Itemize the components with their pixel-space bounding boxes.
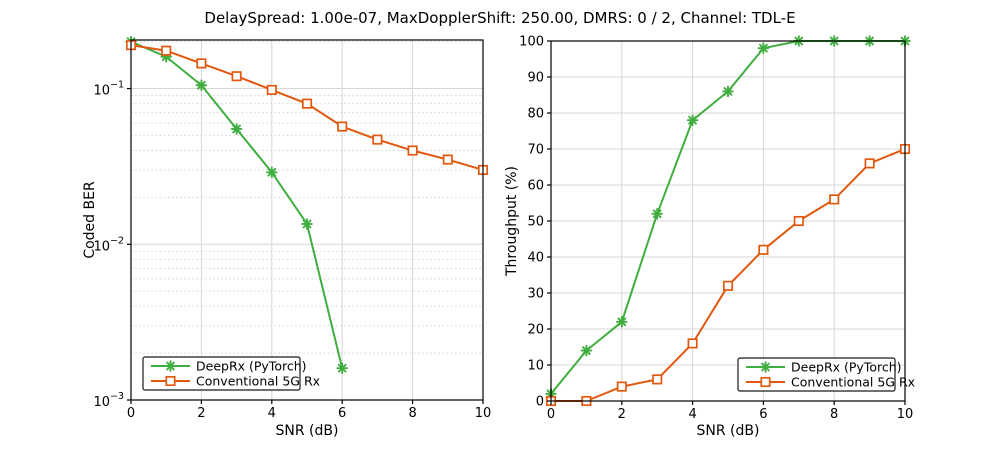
svg-text:4: 4	[268, 406, 276, 421]
svg-text:40: 40	[527, 251, 544, 266]
series-deeprx-pytorch	[125, 35, 348, 374]
svg-text:0: 0	[536, 395, 544, 410]
legend-label: Conventional 5G Rx	[791, 375, 915, 390]
svg-text:8: 8	[408, 406, 416, 421]
axes-frame	[130, 39, 484, 401]
legend: DeepRx (PyTorch)Conventional 5G Rx	[737, 357, 915, 392]
svg-text:6: 6	[338, 406, 346, 421]
series-conventional-5g-rx	[125, 40, 489, 176]
legend-label: Conventional 5G Rx	[196, 374, 320, 389]
svg-text:50: 50	[527, 215, 544, 230]
svg-text:20: 20	[527, 323, 544, 338]
series-deeprx-pytorch	[545, 35, 911, 400]
svg-text:70: 70	[527, 143, 544, 158]
svg-text:2: 2	[197, 406, 205, 421]
svg-text:0: 0	[547, 407, 555, 422]
legend-label: DeepRx (PyTorch)	[791, 360, 902, 375]
svg-text:100: 100	[519, 35, 544, 50]
svg-text:10−2: 10−2	[93, 235, 124, 254]
svg-text:8: 8	[830, 407, 838, 422]
ber-x-axis-label: SNR (dB)	[275, 423, 339, 439]
legend: DeepRx (PyTorch)Conventional 5G Rx	[142, 356, 320, 391]
throughput-y-axis-label: Throughput (%)	[504, 166, 520, 276]
legend-label: DeepRx (PyTorch)	[196, 359, 307, 374]
svg-text:6: 6	[759, 407, 767, 422]
tick-labels: 0 2 4 6 8 10 10−1 10−2 10−3	[93, 80, 491, 421]
chart-coded-ber: 0 2 4 6 8 10 10−1 10−2 10−3 DeepRx (PyTorch)Conve…	[93, 35, 491, 421]
svg-text:30: 30	[527, 287, 544, 302]
svg-text:10: 10	[897, 407, 914, 422]
svg-text:60: 60	[527, 179, 544, 194]
svg-text:10: 10	[475, 406, 492, 421]
svg-text:80: 80	[527, 107, 544, 122]
throughput-x-axis-label: SNR (dB)	[696, 423, 760, 439]
svg-text:10−1: 10−1	[93, 80, 124, 99]
svg-text:2: 2	[618, 407, 626, 422]
ber-y-axis-label: Coded BER	[82, 181, 98, 259]
svg-text:4: 4	[688, 407, 696, 422]
figure-title: DelaySpread: 1.00e-07, MaxDopplerShift: …	[204, 9, 796, 27]
svg-text:10−3: 10−3	[93, 391, 124, 410]
svg-text:10: 10	[527, 359, 544, 374]
svg-text:0: 0	[127, 406, 135, 421]
svg-text:90: 90	[527, 71, 544, 86]
